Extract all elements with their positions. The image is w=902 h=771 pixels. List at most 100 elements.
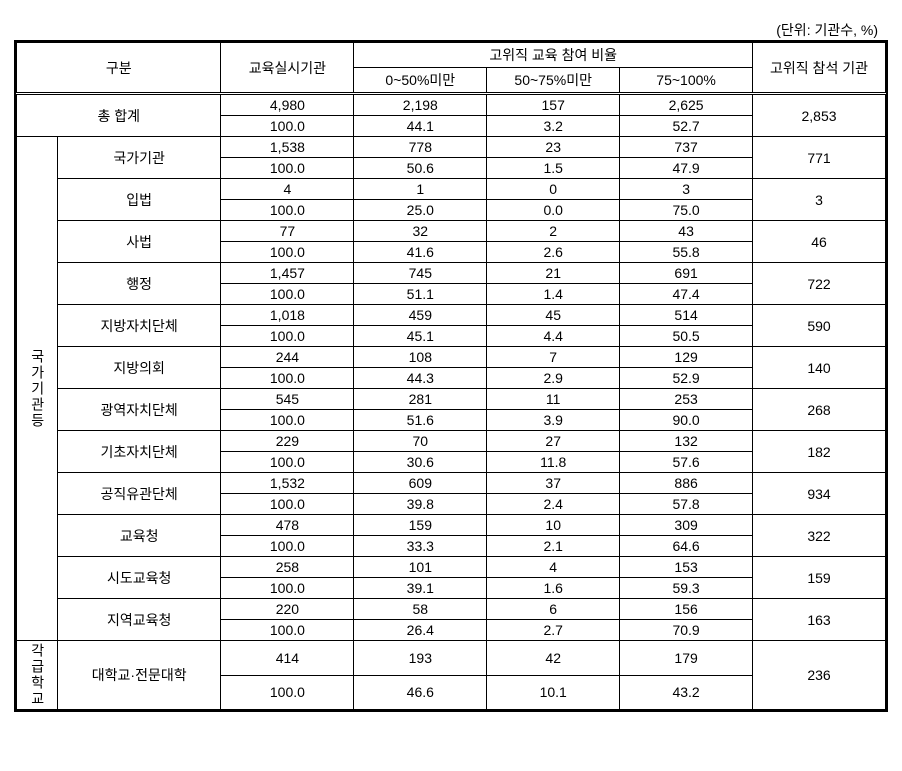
table-row: 기초자치단체 229 70 27 132 182 — [17, 431, 886, 452]
cell-value: 3 — [620, 179, 753, 200]
table-row: 지역교육청 220 58 6 156 163 — [17, 599, 886, 620]
cell-value: 2,853 — [753, 94, 886, 137]
cell-value: 47.9 — [620, 158, 753, 179]
cell-value: 163 — [753, 599, 886, 641]
table-row: 시도교육청 258 101 4 153 159 — [17, 557, 886, 578]
cell-value: 2.7 — [487, 620, 620, 641]
cell-value: 51.6 — [354, 410, 487, 431]
cell-value: 46.6 — [354, 675, 487, 710]
cell-value: 39.1 — [354, 578, 487, 599]
cell-value: 108 — [354, 347, 487, 368]
table-row: 총 합계 4,980 2,198 157 2,625 2,853 — [17, 94, 886, 116]
cell-value: 33.3 — [354, 536, 487, 557]
cell-value: 258 — [221, 557, 354, 578]
cell-value: 268 — [753, 389, 886, 431]
cell-value: 478 — [221, 515, 354, 536]
cell-value: 44.3 — [354, 368, 487, 389]
header-range-75-100: 75~100% — [620, 68, 753, 94]
cell-value: 50.6 — [354, 158, 487, 179]
table-row: 입법 4 1 0 3 3 — [17, 179, 886, 200]
cell-value: 722 — [753, 263, 886, 305]
row-label: 기초자치단체 — [57, 431, 221, 473]
cell-value: 21 — [487, 263, 620, 284]
cell-value: 45 — [487, 305, 620, 326]
header-range-50-75: 50~75%미만 — [487, 68, 620, 94]
cell-value: 129 — [620, 347, 753, 368]
cell-value: 691 — [620, 263, 753, 284]
cell-value: 159 — [354, 515, 487, 536]
cell-value: 1.5 — [487, 158, 620, 179]
cell-value: 57.8 — [620, 494, 753, 515]
table-row: 지방자치단체 1,018 459 45 514 590 — [17, 305, 886, 326]
cell-value: 44.1 — [354, 116, 487, 137]
cell-value: 590 — [753, 305, 886, 347]
data-table: 구분 교육실시기관 고위직 교육 참여 비율 고위직 참석 기관 0~50%미만… — [16, 42, 886, 710]
cell-value: 322 — [753, 515, 886, 557]
table-row: 국가기관등 국가기관 1,538 778 23 737 771 — [17, 137, 886, 158]
table-row: 각급학교 대학교·전문대학 414 193 42 179 236 — [17, 641, 886, 676]
cell-value: 934 — [753, 473, 886, 515]
cell-value: 159 — [753, 557, 886, 599]
side-label-gov-group: 국가기관등 — [17, 137, 58, 641]
header-range-0-50: 0~50%미만 — [354, 68, 487, 94]
cell-value: 100.0 — [221, 368, 354, 389]
cell-value: 50.5 — [620, 326, 753, 347]
row-label: 입법 — [57, 179, 221, 221]
cell-value: 100.0 — [221, 578, 354, 599]
cell-value: 229 — [221, 431, 354, 452]
cell-value: 156 — [620, 599, 753, 620]
cell-value: 6 — [487, 599, 620, 620]
cell-value: 32 — [354, 221, 487, 242]
cell-value: 100.0 — [221, 620, 354, 641]
cell-value: 0 — [487, 179, 620, 200]
cell-value: 100.0 — [221, 675, 354, 710]
cell-value: 132 — [620, 431, 753, 452]
cell-value: 2.6 — [487, 242, 620, 263]
cell-value: 193 — [354, 641, 487, 676]
cell-value: 77 — [221, 221, 354, 242]
cell-value: 57.6 — [620, 452, 753, 473]
table-row: 교육청 478 159 10 309 322 — [17, 515, 886, 536]
cell-value: 100.0 — [221, 326, 354, 347]
row-label: 지방자치단체 — [57, 305, 221, 347]
row-label: 국가기관 — [57, 137, 221, 179]
header-impl: 교육실시기관 — [221, 43, 354, 94]
cell-value: 10.1 — [487, 675, 620, 710]
cell-value: 1.4 — [487, 284, 620, 305]
cell-value: 281 — [354, 389, 487, 410]
row-label: 대학교·전문대학 — [57, 641, 221, 710]
cell-value: 1,538 — [221, 137, 354, 158]
cell-value: 47.4 — [620, 284, 753, 305]
row-label: 교육청 — [57, 515, 221, 557]
cell-value: 514 — [620, 305, 753, 326]
cell-value: 3 — [753, 179, 886, 221]
cell-value: 43.2 — [620, 675, 753, 710]
cell-value: 1,018 — [221, 305, 354, 326]
cell-value: 26.4 — [354, 620, 487, 641]
cell-value: 52.7 — [620, 116, 753, 137]
cell-value: 59.3 — [620, 578, 753, 599]
cell-value: 100.0 — [221, 494, 354, 515]
cell-value: 244 — [221, 347, 354, 368]
cell-value: 182 — [753, 431, 886, 473]
cell-value: 179 — [620, 641, 753, 676]
cell-value: 7 — [487, 347, 620, 368]
row-label: 사법 — [57, 221, 221, 263]
cell-value: 90.0 — [620, 410, 753, 431]
row-label-total: 총 합계 — [17, 94, 221, 137]
cell-value: 2.1 — [487, 536, 620, 557]
row-label: 시도교육청 — [57, 557, 221, 599]
cell-value: 459 — [354, 305, 487, 326]
cell-value: 70 — [354, 431, 487, 452]
cell-value: 140 — [753, 347, 886, 389]
cell-value: 39.8 — [354, 494, 487, 515]
cell-value: 545 — [221, 389, 354, 410]
cell-value: 27 — [487, 431, 620, 452]
cell-value: 58 — [354, 599, 487, 620]
cell-value: 23 — [487, 137, 620, 158]
cell-value: 100.0 — [221, 284, 354, 305]
cell-value: 100.0 — [221, 242, 354, 263]
cell-value: 0.0 — [487, 200, 620, 221]
row-label: 공직유관단체 — [57, 473, 221, 515]
row-label: 행정 — [57, 263, 221, 305]
